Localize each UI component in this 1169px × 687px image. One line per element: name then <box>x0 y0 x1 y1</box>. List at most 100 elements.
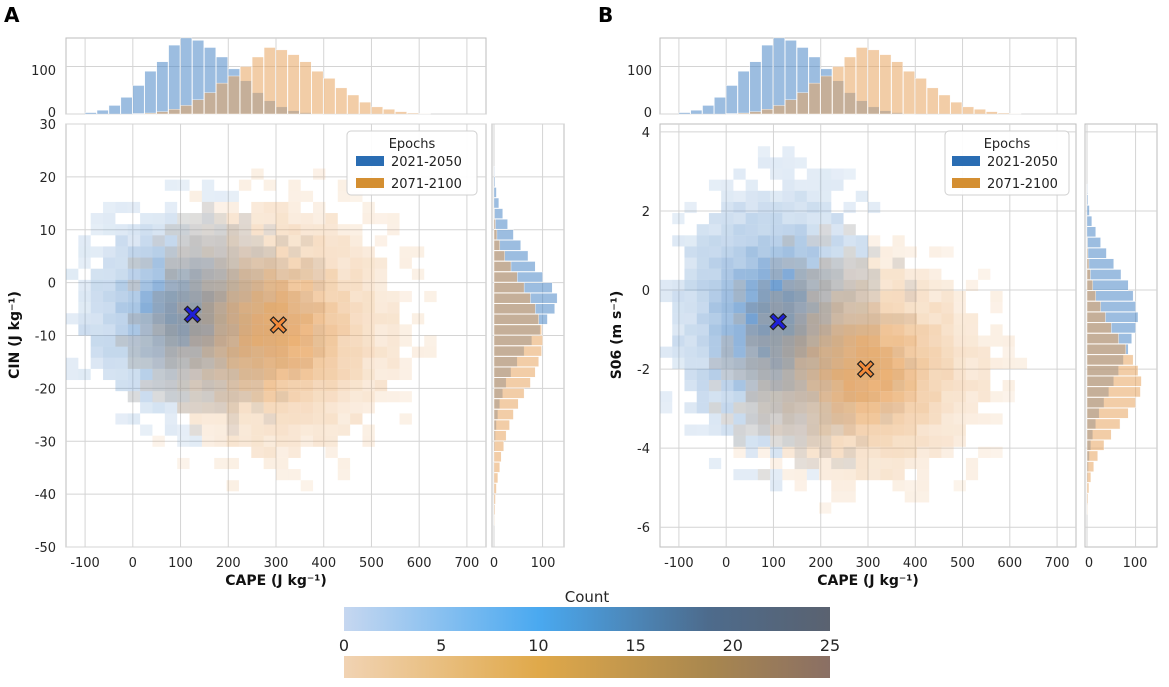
heatmap-cell-2071-2100 <box>424 346 437 358</box>
top-hist-bar-2021-2050 <box>156 61 169 115</box>
heatmap-cell-2021-2050 <box>696 391 709 403</box>
heatmap-cell-2071-2100 <box>325 235 338 247</box>
heatmap-cell-2021-2050 <box>708 380 722 392</box>
heatmap-cell-2071-2100 <box>843 380 856 392</box>
heatmap-cell-2071-2100 <box>140 346 153 358</box>
heatmap-cell-2071-2100 <box>399 290 412 303</box>
heatmap-cell-2071-2100 <box>226 224 239 236</box>
heatmap-cell-2071-2100 <box>843 290 856 303</box>
right-hist-bar-2071-2100 <box>1086 408 1129 419</box>
heatmap-cell-2021-2050 <box>226 413 239 425</box>
heatmap-cell-2021-2050 <box>140 235 153 247</box>
heatmap-cell-2071-2100 <box>263 302 276 314</box>
heatmap-cell-2071-2100 <box>164 257 178 269</box>
heatmap-cell-2071-2100 <box>276 235 289 247</box>
top-hist-bar-2021-2050 <box>678 112 691 115</box>
heatmap-cell-2071-2100 <box>855 457 868 470</box>
heatmap-cell-2071-2100 <box>794 313 807 325</box>
heatmap-cell-2071-2100 <box>782 357 795 369</box>
heatmap-cell-2021-2050 <box>819 413 832 425</box>
heatmap-cell-2071-2100 <box>806 413 820 425</box>
heatmap-cell-2021-2050 <box>90 346 104 358</box>
heatmap-cell-2071-2100 <box>325 380 338 392</box>
heatmap-cell-2021-2050 <box>770 168 783 180</box>
heatmap-cell-2021-2050 <box>103 224 116 236</box>
heatmap-cell-2021-2050 <box>177 213 190 225</box>
top-hist-bar-2071-2100 <box>749 111 762 115</box>
heatmap-cell-2021-2050 <box>708 357 722 369</box>
heatmap-cell-2071-2100 <box>411 268 425 280</box>
heatmap-cell-2021-2050 <box>770 380 783 392</box>
heatmap-cell-2071-2100 <box>251 435 264 447</box>
heatmap-cell-2071-2100 <box>238 368 252 381</box>
heatmap-cell-2071-2100 <box>214 246 227 258</box>
heatmap-cell-2071-2100 <box>374 391 388 403</box>
panel-a-xtick: -100 <box>70 556 100 571</box>
heatmap-cell-2071-2100 <box>152 235 165 247</box>
heatmap-cell-2071-2100 <box>214 224 227 236</box>
heatmap-cell-2021-2050 <box>708 257 722 269</box>
heatmap-cell-2021-2050 <box>103 357 116 369</box>
top-hist-bar-2021-2050 <box>180 37 193 115</box>
heatmap-cell-2021-2050 <box>103 324 116 336</box>
heatmap-cell-2071-2100 <box>733 313 746 325</box>
heatmap-cell-2071-2100 <box>892 279 905 291</box>
heatmap-cell-2071-2100 <box>411 313 425 325</box>
heatmap-cell-2021-2050 <box>745 290 758 303</box>
heatmap-cell-2071-2100 <box>201 290 215 303</box>
heatmap-cell-2021-2050 <box>152 290 165 303</box>
heatmap-cell-2071-2100 <box>978 413 991 425</box>
centroid-marker-2071-2100 <box>856 360 875 378</box>
heatmap-cell-2071-2100 <box>362 435 375 447</box>
heatmap-cell-2021-2050 <box>300 257 314 269</box>
heatmap-cell-2071-2100 <box>782 257 795 269</box>
heatmap-cell-2071-2100 <box>263 335 276 347</box>
heatmap-cell-2021-2050 <box>745 424 758 436</box>
heatmap-cell-2071-2100 <box>201 346 215 358</box>
heatmap-cell-2071-2100 <box>843 424 856 436</box>
heatmap-cell-2021-2050 <box>164 368 178 381</box>
heatmap-cell-2071-2100 <box>276 268 289 280</box>
heatmap-cell-2071-2100 <box>251 402 264 414</box>
heatmap-cell-2071-2100 <box>721 368 734 381</box>
heatmap-cell-2021-2050 <box>140 346 153 358</box>
heatmap-cell-2071-2100 <box>238 435 252 447</box>
heatmap-cell-2021-2050 <box>189 235 202 247</box>
heatmap-cell-2021-2050 <box>794 268 807 280</box>
heatmap-cell-2021-2050 <box>782 335 795 347</box>
heatmap-cell-2071-2100 <box>880 402 893 414</box>
right-hist-bar-2071-2100 <box>1086 247 1089 259</box>
heatmap-cell-2071-2100 <box>238 357 252 369</box>
heatmap-cell-2071-2100 <box>721 346 734 358</box>
heatmap-cell-2071-2100 <box>177 224 190 236</box>
heatmap-cell-2021-2050 <box>177 246 190 258</box>
heatmap-cell-2071-2100 <box>288 435 301 447</box>
heatmap-cell-2071-2100 <box>794 290 807 303</box>
heatmap-cell-2021-2050 <box>660 279 673 291</box>
heatmap-cell-2021-2050 <box>757 424 771 436</box>
heatmap-cell-2021-2050 <box>103 257 116 269</box>
heatmap-cell-2071-2100 <box>831 402 844 414</box>
heatmap-cell-2021-2050 <box>140 302 153 314</box>
heatmap-cell-2071-2100 <box>313 246 326 258</box>
heatmap-cell-2071-2100 <box>226 424 239 436</box>
heatmap-cell-2021-2050 <box>721 346 734 358</box>
heatmap-cell-2071-2100 <box>313 413 326 425</box>
heatmap-cell-2071-2100 <box>904 302 917 314</box>
heatmap-cell-2071-2100 <box>313 324 326 336</box>
heatmap-cell-2071-2100 <box>770 335 783 347</box>
heatmap-cell-2021-2050 <box>684 268 697 280</box>
top-hist-bar-2071-2100 <box>383 109 395 115</box>
heatmap-cell-2071-2100 <box>855 257 868 269</box>
heatmap-cell-2071-2100 <box>189 246 202 258</box>
heatmap-cell-2021-2050 <box>757 357 771 369</box>
heatmap-cell-2071-2100 <box>276 257 289 269</box>
heatmap-cell-2021-2050 <box>708 391 722 403</box>
heatmap-cell-2021-2050 <box>684 346 697 358</box>
heatmap-cell-2071-2100 <box>276 357 289 369</box>
heatmap-cell-2071-2100 <box>374 324 388 336</box>
panel-b-ytick: 2 <box>642 205 650 220</box>
heatmap-cell-2021-2050 <box>152 257 165 269</box>
heatmap-cell-2071-2100 <box>904 368 917 381</box>
heatmap-cell-2021-2050 <box>806 424 820 436</box>
